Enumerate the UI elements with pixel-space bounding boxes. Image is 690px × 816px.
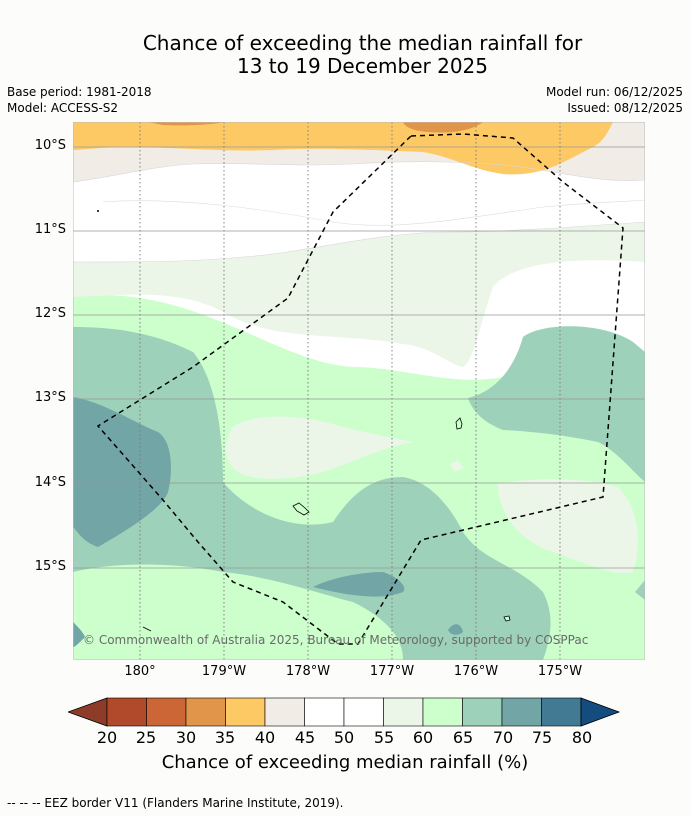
colorbar-segment (225, 697, 266, 727)
lon-label-180: 180° (124, 664, 156, 679)
colorbar-tick-70: 70 (492, 728, 514, 747)
contour-line-3 (102, 199, 645, 226)
eez-border (96, 133, 624, 645)
colorbar-tick-55: 55 (373, 728, 395, 747)
colorbar-segment (343, 697, 384, 727)
region-70-75-small (448, 624, 463, 635)
colorbar-segment (106, 697, 147, 727)
colorbar-tick-40: 40 (254, 728, 276, 747)
region-55-60-east (498, 479, 638, 573)
contour-line-1 (73, 161, 645, 183)
model-run: Model run: 06/12/2025 (545, 85, 683, 99)
lat-label-10s: 10°S (34, 138, 66, 153)
eez-legend-note: -- -- -- EEZ border V11 (Flanders Marine… (7, 796, 344, 810)
region-55-60-dot (450, 460, 463, 472)
copyright-notice: © Commonwealth of Australia 2025, Bureau… (83, 633, 589, 647)
colorbar-over-arrow (580, 697, 621, 727)
lon-label-179w: 179°W (201, 664, 247, 679)
colorbar-segment (501, 697, 542, 727)
colorbar-tick-30: 30 (175, 728, 197, 747)
lat-label-11s: 11°S (34, 222, 66, 237)
island-icon (455, 417, 463, 430)
colorbar-segment (304, 697, 345, 727)
lat-label-15s: 15°S (34, 559, 66, 574)
region-55-60-center (226, 416, 413, 479)
lon-label-178w: 178°W (285, 664, 331, 679)
island-icon (97, 210, 99, 212)
model-name: Model: ACCESS-S2 (7, 101, 119, 115)
colorbar-tick-45: 45 (294, 728, 316, 747)
colorbar-segment (541, 697, 582, 727)
lon-label-176w: 176°W (453, 664, 499, 679)
region-70-75-sw (73, 622, 85, 647)
region-30-35-b (148, 122, 223, 126)
colorbar (68, 697, 621, 727)
colorbar-tick-65: 65 (452, 728, 474, 747)
lat-label-14s: 14°S (34, 475, 66, 490)
issued-date: Issued: 08/12/2025 (567, 101, 683, 115)
longitude-gridlines (139, 122, 561, 660)
colorbar-segment (422, 697, 463, 727)
lat-label-13s: 13°S (34, 390, 66, 405)
contour-line-2 (73, 221, 645, 263)
latitude-gridlines (73, 146, 645, 569)
colorbar-tick-60: 60 (412, 728, 434, 747)
region-70-75-south (313, 572, 405, 597)
lat-label-12s: 12°S (34, 306, 66, 321)
island-icon (292, 502, 310, 516)
region-65-70-edge (635, 580, 645, 600)
lon-label-177w: 177°W (369, 664, 415, 679)
colorbar-tick-50: 50 (333, 728, 355, 747)
colorbar-under-arrow (68, 697, 108, 727)
colorbar-tick-25: 25 (135, 728, 157, 747)
lon-label-175w: 175°W (537, 664, 583, 679)
colorbar-segment (264, 697, 305, 727)
region-60-65-lower-left (103, 592, 173, 660)
colorbar-tick-80: 80 (571, 728, 593, 747)
colorbar-segment (462, 697, 503, 727)
colorbar-segment (146, 697, 187, 727)
colorbar-tick-75: 75 (531, 728, 553, 747)
colorbar-tick-35: 35 (214, 728, 236, 747)
region-65-70-east (468, 326, 645, 482)
region-30-35 (403, 122, 483, 133)
colorbar-title: Chance of exceeding median rainfall (%) (161, 752, 529, 773)
region-55-60 (73, 222, 645, 367)
map-title-line-1: Chance of exceeding the median rainfall … (142, 31, 583, 55)
rainfall-map (73, 122, 645, 660)
map-title-line-2: 13 to 19 December 2025 (236, 54, 488, 78)
colorbar-tick-20: 20 (96, 728, 118, 747)
colorbar-segment (383, 697, 424, 727)
colorbar-segment (185, 697, 226, 727)
base-period: Base period: 1981-2018 (7, 85, 152, 99)
region-70-75-west (73, 397, 171, 547)
island-icon (142, 626, 152, 632)
island-icon (503, 615, 511, 622)
